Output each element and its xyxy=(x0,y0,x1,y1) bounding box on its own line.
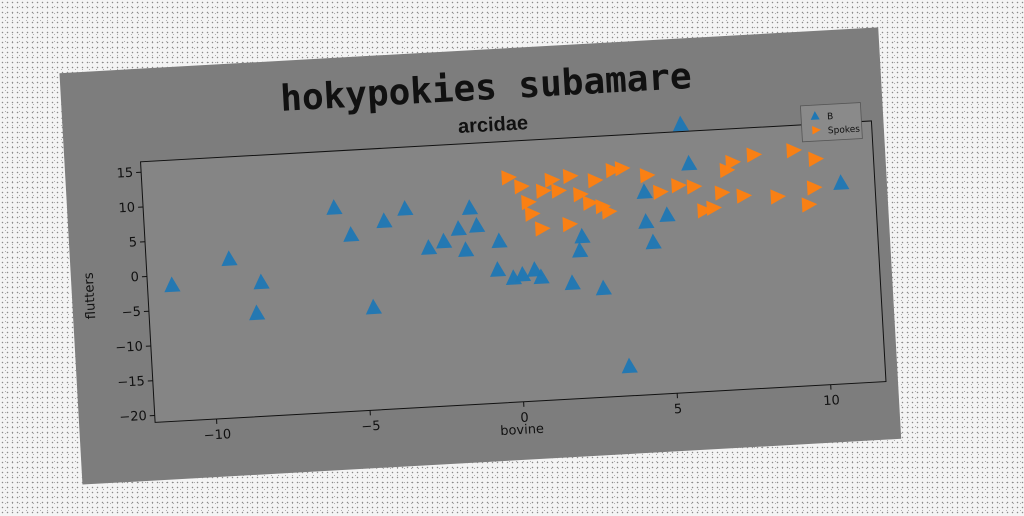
y-tick-label: −20 xyxy=(119,409,147,426)
y-tick-label: −15 xyxy=(117,374,145,391)
y-tick-label: −5 xyxy=(121,305,141,321)
x-tick-label: −10 xyxy=(203,427,231,444)
y-tick-label: 5 xyxy=(128,235,137,250)
legend-label-spokes: Spokes xyxy=(828,125,861,137)
y-tick-label: −10 xyxy=(115,339,143,356)
x-axis-label: bovine xyxy=(500,422,545,439)
legend: B Spokes xyxy=(800,103,862,142)
x-tick-label: 10 xyxy=(823,393,840,409)
y-tick-label: 0 xyxy=(130,270,139,285)
y-tick-label: 10 xyxy=(118,200,135,216)
y-tick-label: 15 xyxy=(116,166,133,182)
y-axis-label: flutters xyxy=(82,272,100,320)
legend-label-b: B xyxy=(827,112,834,122)
x-tick-label: 5 xyxy=(674,402,683,417)
chart-title: arcidae xyxy=(457,112,528,138)
x-tick-label: −5 xyxy=(361,419,381,435)
